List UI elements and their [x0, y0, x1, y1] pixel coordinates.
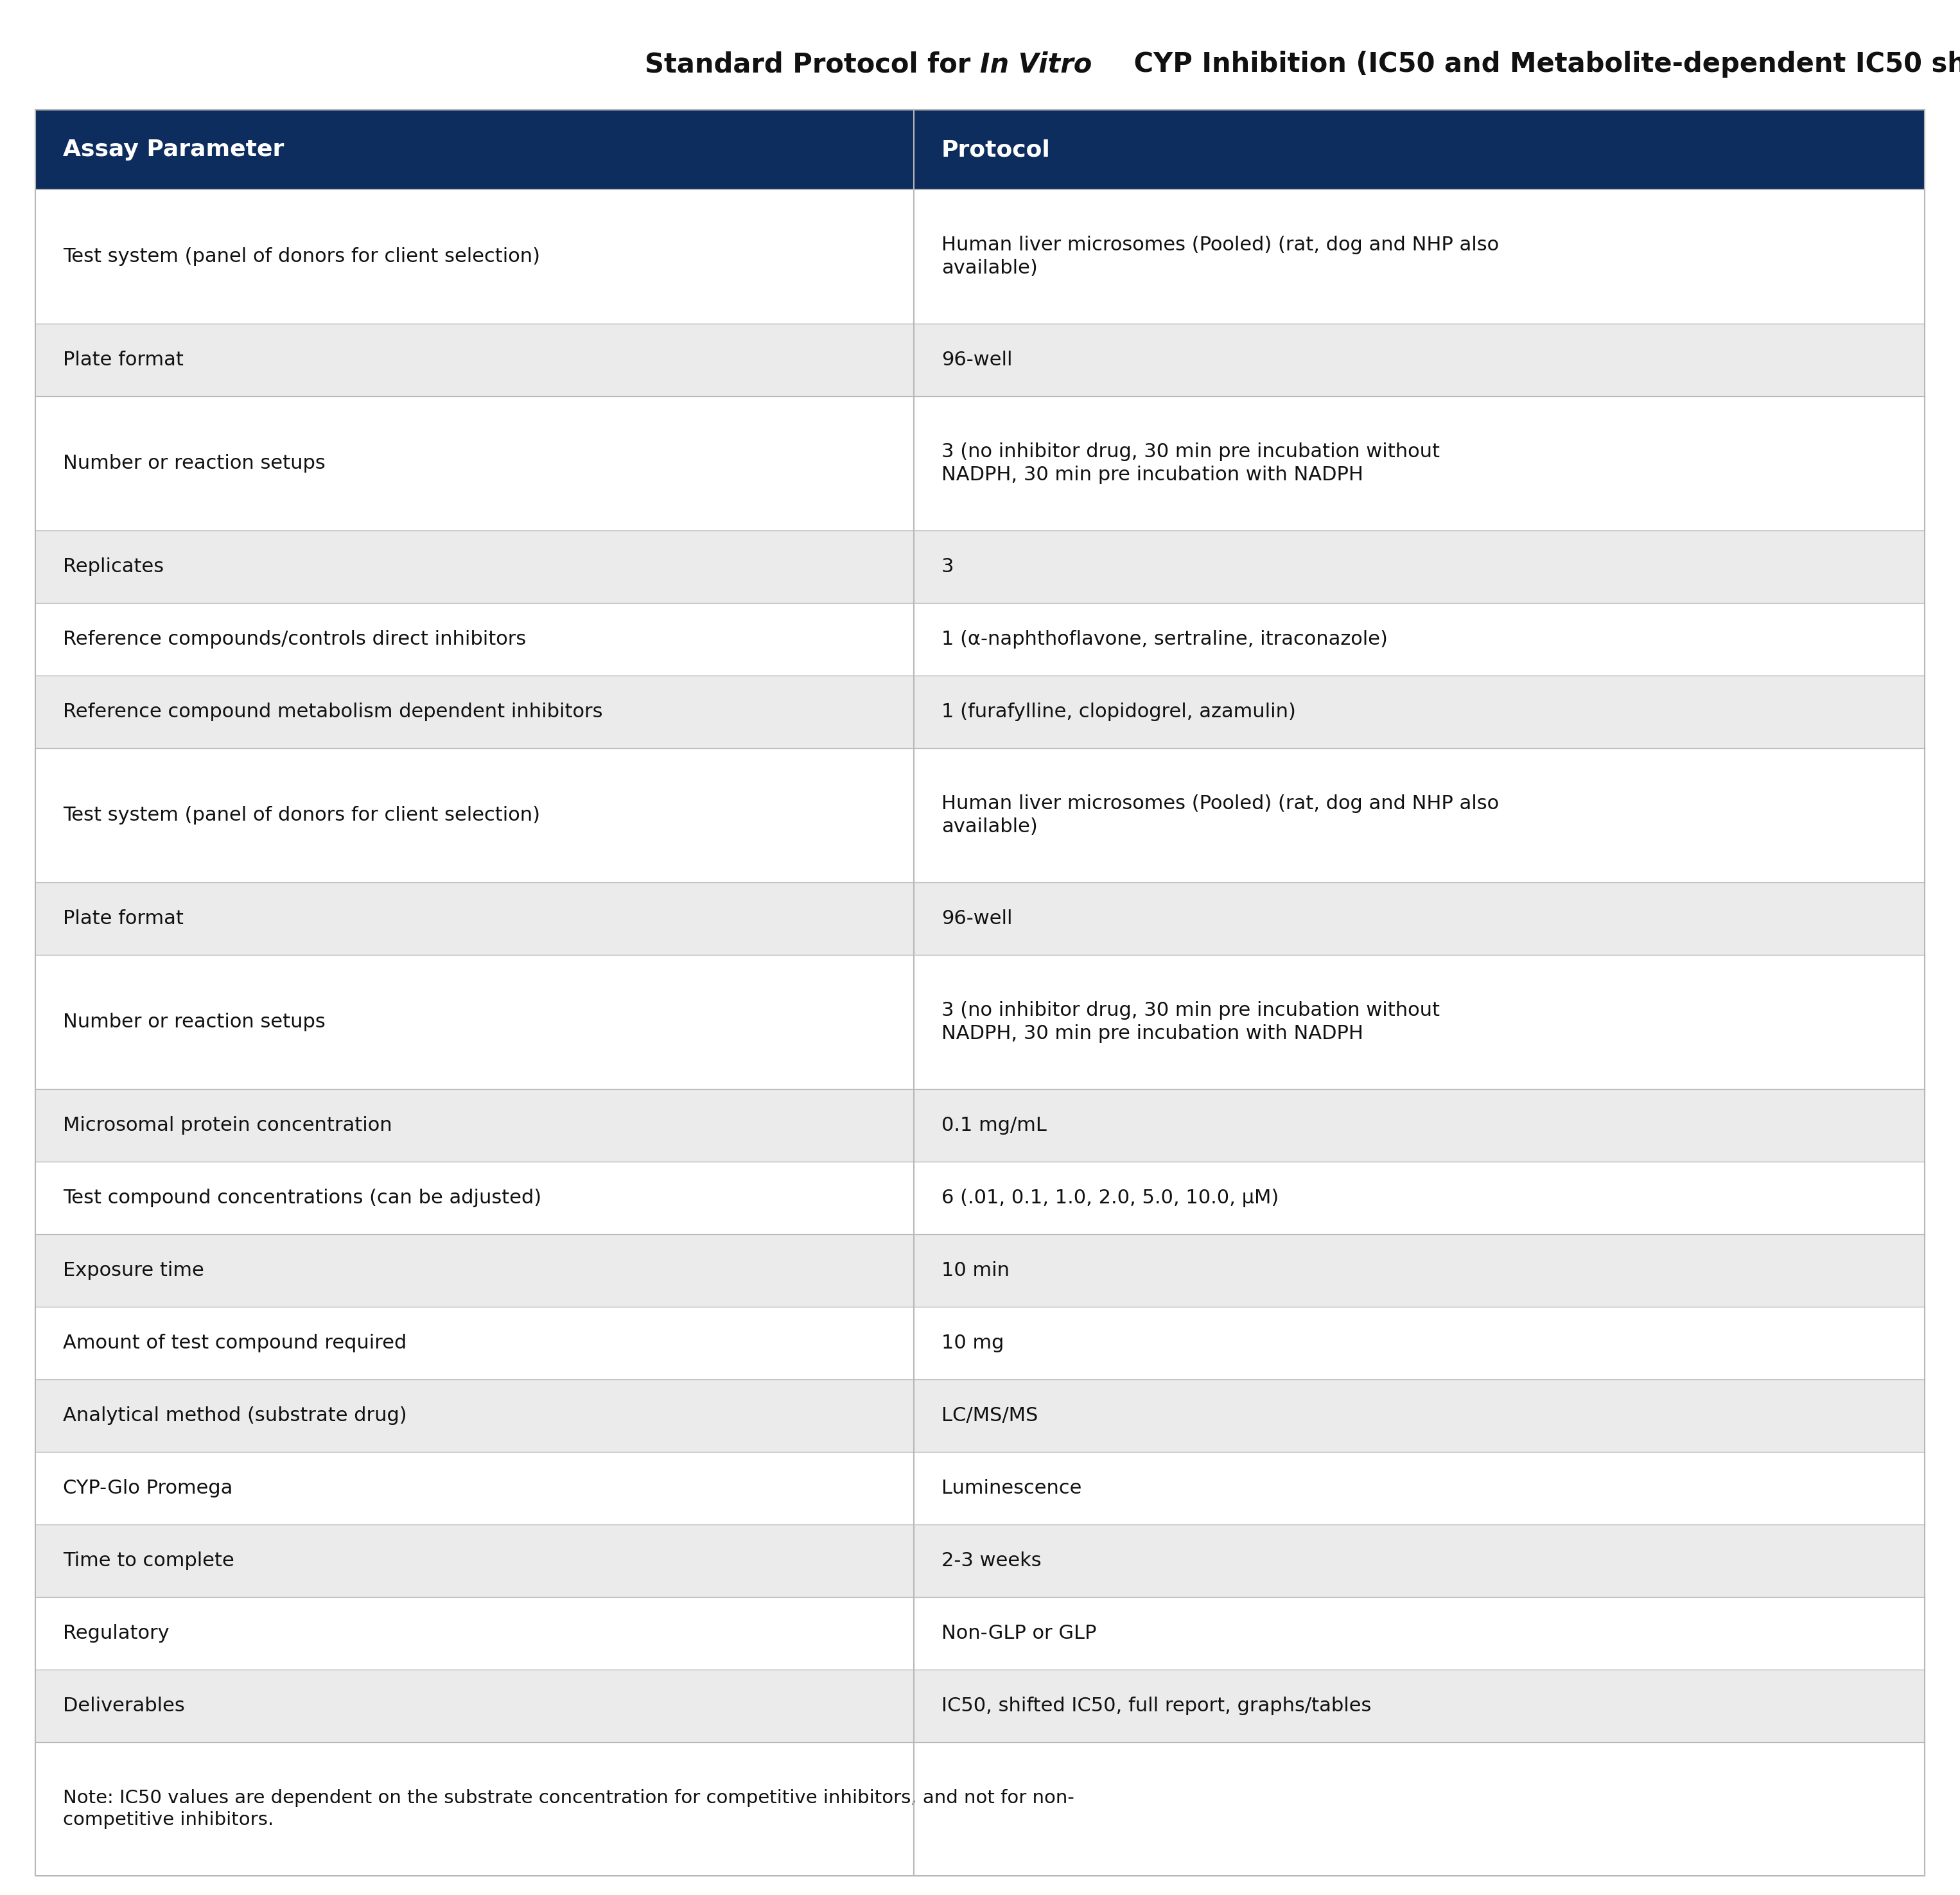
Bar: [913, 396, 1925, 531]
Text: Exposure time: Exposure time: [63, 1260, 204, 1279]
Bar: [35, 955, 913, 1090]
Text: Reference compound metabolism dependent inhibitors: Reference compound metabolism dependent …: [63, 703, 602, 722]
Bar: [913, 955, 1925, 1090]
Bar: [35, 1090, 913, 1162]
Bar: [35, 749, 913, 883]
Bar: [35, 603, 913, 677]
Text: Human liver microsomes (Pooled) (rat, dog and NHP also
available): Human liver microsomes (Pooled) (rat, do…: [941, 794, 1499, 836]
Bar: [35, 883, 913, 955]
Text: Deliverables: Deliverables: [63, 1696, 184, 1715]
Text: LC/MS/MS: LC/MS/MS: [941, 1406, 1039, 1425]
Bar: [35, 1162, 913, 1234]
Text: Protocol: Protocol: [941, 138, 1051, 161]
Text: Test compound concentrations (can be adjusted): Test compound concentrations (can be adj…: [63, 1188, 541, 1207]
Bar: [913, 677, 1925, 749]
Bar: [35, 1308, 913, 1380]
Text: Regulatory: Regulatory: [63, 1624, 169, 1643]
Text: 1 (furafylline, clopidogrel, azamulin): 1 (furafylline, clopidogrel, azamulin): [941, 703, 1296, 722]
Bar: [35, 324, 913, 396]
Text: 6 (.01, 0.1, 1.0, 2.0, 5.0, 10.0, μM): 6 (.01, 0.1, 1.0, 2.0, 5.0, 10.0, μM): [941, 1188, 1278, 1207]
Bar: [35, 531, 913, 603]
Bar: [35, 1669, 913, 1742]
Text: Replicates: Replicates: [63, 557, 163, 576]
Bar: [35, 110, 913, 190]
Text: Test system (panel of donors for client selection): Test system (panel of donors for client …: [63, 248, 539, 265]
Text: Non-GLP or GLP: Non-GLP or GLP: [941, 1624, 1096, 1643]
Bar: [913, 1524, 1925, 1597]
Text: Time to complete: Time to complete: [63, 1552, 233, 1569]
Bar: [913, 1669, 1925, 1742]
Text: Reference compounds/controls direct inhibitors: Reference compounds/controls direct inhi…: [63, 629, 525, 648]
Text: Luminescence: Luminescence: [941, 1478, 1082, 1497]
Text: 2-3 weeks: 2-3 weeks: [941, 1552, 1041, 1569]
Bar: [913, 1234, 1925, 1308]
Text: 96-well: 96-well: [941, 351, 1011, 370]
Text: Analytical method (substrate drug): Analytical method (substrate drug): [63, 1406, 406, 1425]
Text: Note: IC50 values are dependent on the substrate concentration for competitive i: Note: IC50 values are dependent on the s…: [63, 1789, 1074, 1829]
Bar: [35, 190, 913, 324]
Text: Amount of test compound required: Amount of test compound required: [63, 1334, 406, 1353]
Text: CYP Inhibition (IC50 and Metabolite-dependent IC50 shift): CYP Inhibition (IC50 and Metabolite-depe…: [1125, 51, 1960, 78]
Text: Human liver microsomes (Pooled) (rat, dog and NHP also
available): Human liver microsomes (Pooled) (rat, do…: [941, 237, 1499, 279]
Bar: [35, 677, 913, 749]
Text: Microsomal protein concentration: Microsomal protein concentration: [63, 1116, 392, 1135]
Bar: [35, 1524, 913, 1597]
Text: 96-well: 96-well: [941, 910, 1011, 929]
Bar: [913, 324, 1925, 396]
Bar: [35, 1380, 913, 1452]
Text: 1 (α-naphthoflavone, sertraline, itraconazole): 1 (α-naphthoflavone, sertraline, itracon…: [941, 629, 1388, 648]
Bar: [913, 1308, 1925, 1380]
Bar: [913, 531, 1925, 603]
Bar: [913, 110, 1925, 190]
Bar: [913, 1452, 1925, 1524]
Bar: [35, 1742, 1925, 1876]
Text: CYP-Glo Promega: CYP-Glo Promega: [63, 1478, 233, 1497]
Text: Assay Parameter: Assay Parameter: [63, 138, 284, 161]
Text: In Vitro: In Vitro: [980, 51, 1092, 78]
Text: Number or reaction setups: Number or reaction setups: [63, 1012, 325, 1031]
Bar: [913, 603, 1925, 677]
Text: Test system (panel of donors for client selection): Test system (panel of donors for client …: [63, 805, 539, 824]
Text: 0.1 mg/mL: 0.1 mg/mL: [941, 1116, 1047, 1135]
Bar: [913, 1597, 1925, 1669]
Bar: [35, 396, 913, 531]
Bar: [913, 883, 1925, 955]
Text: 3 (no inhibitor drug, 30 min pre incubation without
NADPH, 30 min pre incubation: 3 (no inhibitor drug, 30 min pre incubat…: [941, 443, 1441, 485]
Text: Standard Protocol for: Standard Protocol for: [645, 51, 980, 78]
Bar: [913, 1380, 1925, 1452]
Text: 10 mg: 10 mg: [941, 1334, 1004, 1353]
Text: IC50, shifted IC50, full report, graphs/tables: IC50, shifted IC50, full report, graphs/…: [941, 1696, 1372, 1715]
Text: 3: 3: [941, 557, 955, 576]
Bar: [35, 1597, 913, 1669]
Bar: [913, 749, 1925, 883]
Text: Plate format: Plate format: [63, 351, 184, 370]
Text: 10 min: 10 min: [941, 1260, 1009, 1279]
Bar: [35, 1452, 913, 1524]
Text: 3 (no inhibitor drug, 30 min pre incubation without
NADPH, 30 min pre incubation: 3 (no inhibitor drug, 30 min pre incubat…: [941, 1001, 1441, 1042]
Text: Plate format: Plate format: [63, 910, 184, 929]
Bar: [35, 1234, 913, 1308]
Bar: [913, 1162, 1925, 1234]
Bar: [913, 1090, 1925, 1162]
Bar: [913, 190, 1925, 324]
Text: Number or reaction setups: Number or reaction setups: [63, 455, 325, 474]
